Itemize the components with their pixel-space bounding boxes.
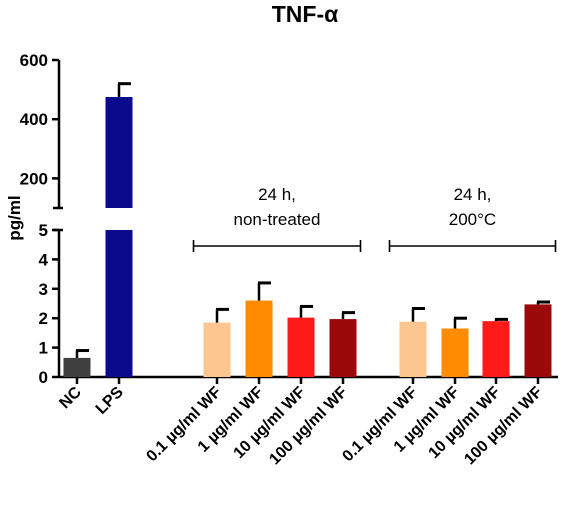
x-category-label: 0.1 µg/ml WF bbox=[339, 384, 421, 466]
y-tick-label: 2 bbox=[39, 309, 48, 328]
group-label-line2: 200°C bbox=[449, 210, 496, 229]
bar bbox=[482, 321, 510, 377]
y-tick-labels: 0 1 2 3 4 5 200 400 600 bbox=[20, 51, 49, 387]
y-tick-label: 1 bbox=[39, 339, 48, 358]
y-tick-label: 3 bbox=[39, 280, 48, 299]
bar bbox=[105, 230, 133, 377]
y-tick-label: 4 bbox=[39, 250, 49, 269]
bar bbox=[399, 321, 427, 377]
bar bbox=[441, 328, 469, 377]
x-category-label: 10 µg/ml WF bbox=[426, 384, 504, 462]
y-tick-label: 400 bbox=[20, 110, 48, 129]
y-tick-label: 600 bbox=[20, 51, 48, 70]
bar bbox=[63, 357, 91, 377]
bar bbox=[203, 322, 231, 377]
group-label-line1: 24 h, bbox=[258, 185, 296, 204]
bar bbox=[287, 317, 315, 377]
bars bbox=[63, 97, 552, 377]
group-label-line2: non-treated bbox=[234, 210, 321, 229]
bar bbox=[524, 304, 552, 377]
bar-upper-segment bbox=[105, 97, 133, 208]
x-category-label: 100 µg/ml WF bbox=[461, 384, 546, 469]
x-category-label: LPS bbox=[93, 384, 127, 418]
chart-title: TNF-α bbox=[272, 1, 339, 27]
x-category-label: 0.1 µg/ml WF bbox=[143, 384, 225, 466]
y-tick-label: 5 bbox=[39, 221, 48, 240]
group-annotations: 24 h, non-treated 24 h, 200°C bbox=[192, 185, 557, 252]
group-label-line1: 24 h, bbox=[454, 185, 492, 204]
x-category-label: 100 µg/ml WF bbox=[266, 384, 351, 469]
y-tick-label: 0 bbox=[39, 368, 48, 387]
bar bbox=[245, 300, 273, 377]
y-tick-label: 200 bbox=[20, 169, 48, 188]
x-category-label: NC bbox=[56, 383, 85, 412]
error-bars bbox=[75, 82, 550, 358]
bar bbox=[329, 319, 357, 377]
y-axis-label: pg/ml bbox=[5, 195, 24, 240]
